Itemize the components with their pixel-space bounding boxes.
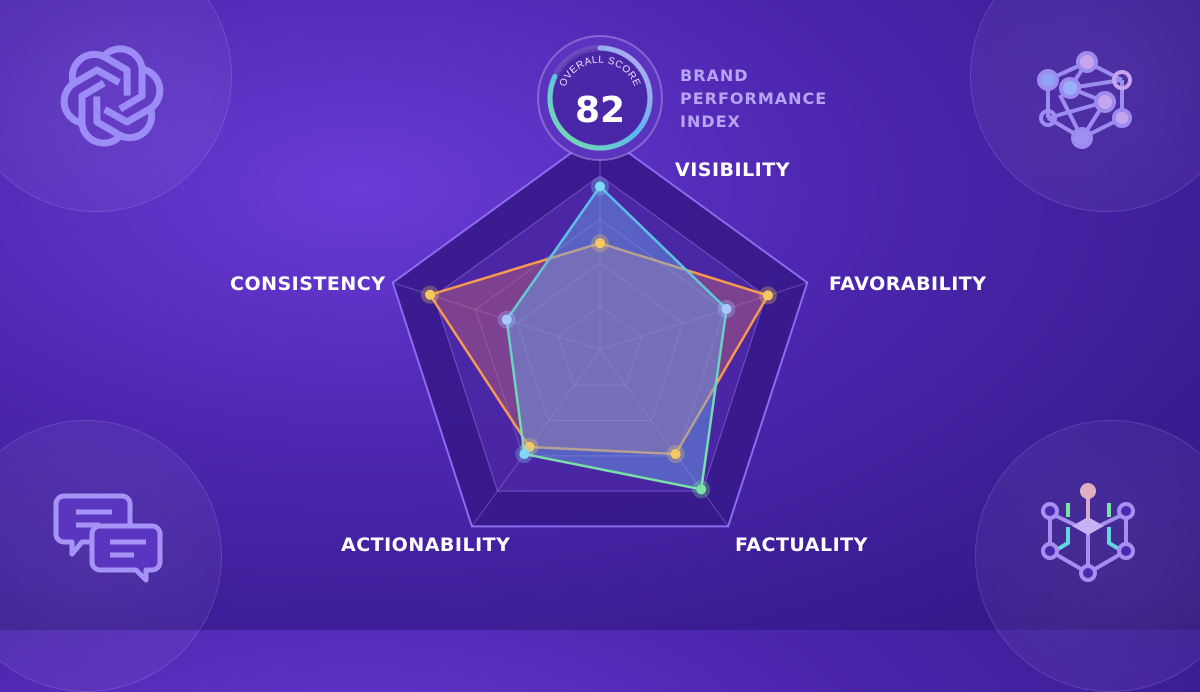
axis-label-factuality: FACTUALITY <box>735 534 868 556</box>
brand-performance-index-title: BRAND PERFORMANCE INDEX <box>680 64 827 133</box>
axis-label-favorability: FAVORABILITY <box>829 273 987 295</box>
radar-point <box>670 449 681 460</box>
axis-label-visibility: VISIBILITY <box>675 159 790 181</box>
radar-series-area <box>428 241 770 456</box>
radar-axis-line <box>599 349 729 527</box>
radar-grid-ring <box>557 305 643 386</box>
radar-axis-line <box>471 349 601 527</box>
axis-label-actionability: ACTIONABILITY <box>341 534 511 556</box>
overall-score-badge: OVERALL SCORE 82 <box>537 35 663 161</box>
radar-point <box>519 449 530 460</box>
overall-score-value: 82 <box>575 90 625 131</box>
title-line: PERFORMANCE <box>680 89 828 108</box>
radar-point <box>501 314 512 325</box>
radar-grid-ring <box>433 174 767 492</box>
score-progress-ring <box>547 45 653 151</box>
radar-chart <box>391 130 809 528</box>
radar-point <box>524 442 535 453</box>
axis-label-consistency: CONSISTENCY <box>230 273 386 295</box>
title-line: BRAND <box>680 66 749 85</box>
radar-grid-ring <box>516 262 684 422</box>
openai-logo-icon <box>56 46 168 145</box>
radar-point <box>762 290 773 301</box>
circuit-cube-icon <box>1041 483 1135 582</box>
radar-point <box>595 181 605 192</box>
radar-point <box>595 238 605 249</box>
radar-series-area <box>505 185 728 491</box>
radar-point <box>696 484 707 495</box>
radar-grid-ring <box>475 218 725 457</box>
radar-point <box>721 303 732 314</box>
corner-icons <box>0 0 1135 583</box>
radar-point <box>424 289 435 300</box>
network-graph-icon <box>1037 51 1132 149</box>
radar-axis-line <box>599 282 808 351</box>
title-line: INDEX <box>680 112 741 131</box>
chat-bubbles-icon <box>53 493 163 583</box>
